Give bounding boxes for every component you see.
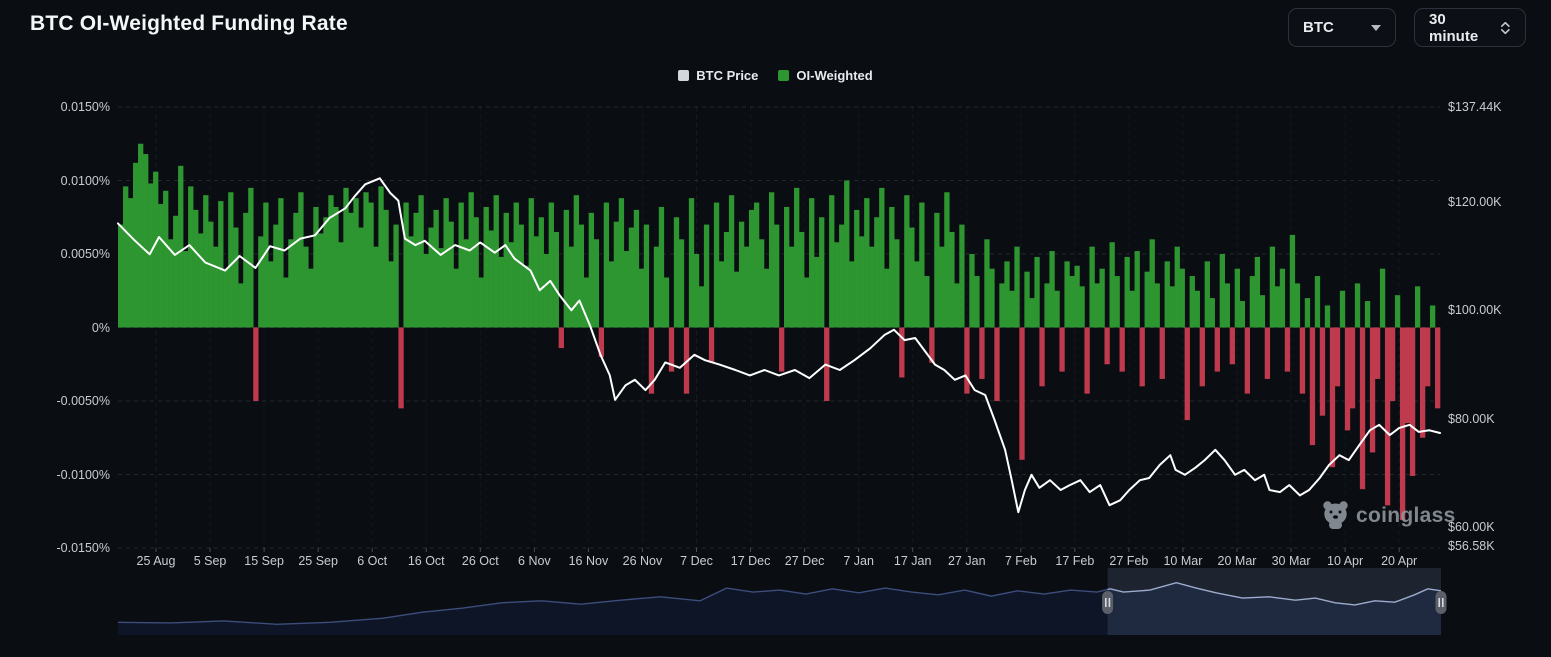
legend-label-btc-price: BTC Price [696,68,759,83]
symbol-select[interactable]: BTC [1288,8,1396,47]
navigator-handle-left[interactable] [1102,591,1114,614]
stepper-up-down-icon [1501,21,1511,34]
interval-select[interactable]: 30 minute [1414,8,1526,47]
chart-legend: BTC Price OI-Weighted [0,68,1551,83]
interval-select-value: 30 minute [1429,10,1479,45]
chevron-down-icon [1371,24,1381,31]
coinglass-watermark-text: coinglass [1356,504,1456,527]
page-title: BTC OI-Weighted Funding Rate [30,12,348,35]
coinglass-bear-icon [1323,501,1348,529]
legend-label-oi-weighted: OI-Weighted [796,68,873,83]
chart-controls: BTC 30 minute [1288,8,1526,47]
navigator-handle-right[interactable] [1435,591,1447,614]
oi-weighted-swatch [778,70,790,81]
btc-price-swatch [678,70,690,81]
legend-item-btc-price[interactable]: BTC Price [678,68,758,83]
legend-item-oi-weighted[interactable]: OI-Weighted [778,68,873,83]
symbol-select-value: BTC [1303,19,1334,36]
btc-price-line [117,177,1441,514]
coinglass-watermark: coinglass [1322,501,1456,531]
funding-bars [118,143,1441,521]
